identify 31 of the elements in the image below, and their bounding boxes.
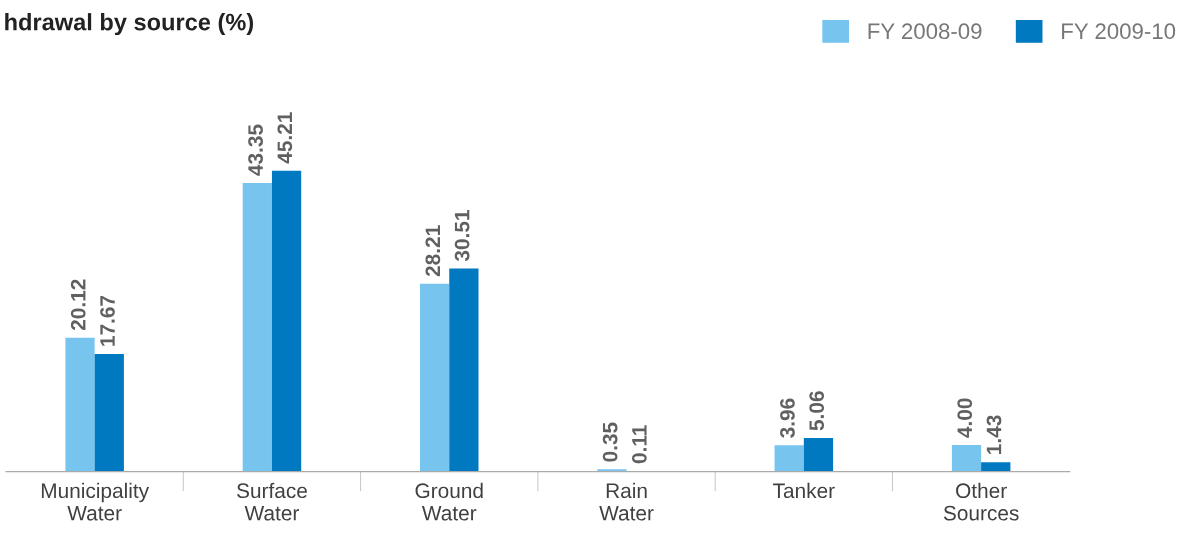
legend-label: FY 2008-09 <box>868 23 982 40</box>
data-label: 20.12 <box>70 279 86 331</box>
chart-title: hdrawal by source (%) <box>5 13 254 36</box>
bar <box>94 354 124 472</box>
x-tick-label: Rain Water <box>599 482 654 521</box>
data-label: 0.35 <box>602 422 618 462</box>
data-label: 28.21 <box>425 225 441 277</box>
bar <box>449 268 479 472</box>
bar <box>951 445 982 472</box>
data-label: 30.51 <box>454 210 470 262</box>
bar <box>981 462 1011 472</box>
bar <box>419 283 450 472</box>
data-label: 0.11 <box>632 425 647 464</box>
bar <box>774 445 804 472</box>
data-label: 3.96 <box>780 398 795 438</box>
data-label: 4.00 <box>957 398 973 438</box>
x-tick-label: Surface Water <box>237 482 307 521</box>
data-label: 17.67 <box>100 295 115 346</box>
x-tick-label: Other Sources <box>943 482 1019 521</box>
bar <box>803 437 834 472</box>
data-label: 43.35 <box>248 124 263 176</box>
x-tick-label: Tanker <box>773 482 835 499</box>
bar <box>242 183 272 472</box>
bar <box>65 337 95 472</box>
data-label: 1.43 <box>986 415 1002 454</box>
data-label: 45.21 <box>277 112 293 164</box>
legend-label: FY 2009-10 <box>1062 23 1176 40</box>
data-label: 5.06 <box>809 391 825 431</box>
x-tick-label: Municipality Water <box>41 482 150 521</box>
bar <box>271 170 302 472</box>
x-tick-label: Ground Water <box>415 482 483 521</box>
